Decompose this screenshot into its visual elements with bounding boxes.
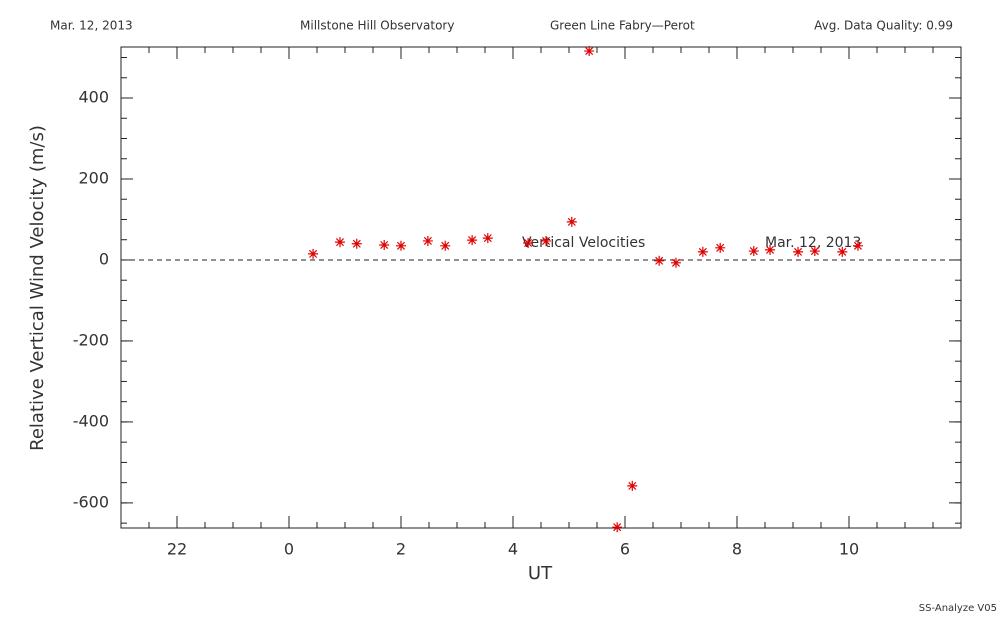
data-point [379,239,390,250]
data-point [697,246,708,257]
data-point [584,46,595,57]
y-axis-label: Relative Vertical Wind Velocity (m/s) [27,125,48,451]
header-date: Mar. 12, 2013 [50,19,133,33]
y-tick-label: -200 [73,330,109,349]
data-point [440,240,451,251]
x-tick-label: 6 [620,540,630,559]
x-tick-label: 22 [167,540,187,559]
plot-frame [120,46,962,529]
data-point [566,216,577,227]
x-tick-label: 10 [839,540,859,559]
y-tick-label: -400 [73,411,109,430]
annotation: Vertical Velocities [522,235,645,251]
y-tick-label: 400 [78,88,109,107]
data-point [523,237,534,248]
annotation: Mar. 12, 2013 [765,235,861,251]
x-axis-label: UT [528,563,553,584]
data-point [809,246,820,257]
y-tick-label: -600 [73,492,109,511]
data-point [793,246,804,257]
data-point [334,237,345,248]
data-point [396,240,406,251]
x-tick-label: 2 [396,540,406,559]
header-instrument: Green Line Fabry—Perot [550,19,695,33]
x-tick-label: 4 [508,540,518,559]
data-point [627,480,638,491]
data-point [482,233,493,244]
x-tick-label: 0 [284,540,294,559]
y-tick-label: 0 [99,249,109,268]
data-point [852,240,863,251]
data-point [612,522,623,533]
data-point [422,235,433,246]
data-point [837,246,848,257]
data-point [654,255,665,266]
data-point [765,244,776,255]
x-tick-label: 8 [732,540,742,559]
footer: SS-Analyze V05 [919,603,997,614]
data-point [715,242,726,253]
data-point [467,235,478,246]
header-observatory: Millstone Hill Observatory [300,19,454,33]
y-tick-label: 200 [78,168,109,187]
data-point [308,248,319,259]
data-point [541,235,552,246]
header-quality: Avg. Data Quality: 0.99 [814,19,953,33]
data-point [748,246,759,257]
data-point [351,238,362,249]
data-point [670,257,681,268]
